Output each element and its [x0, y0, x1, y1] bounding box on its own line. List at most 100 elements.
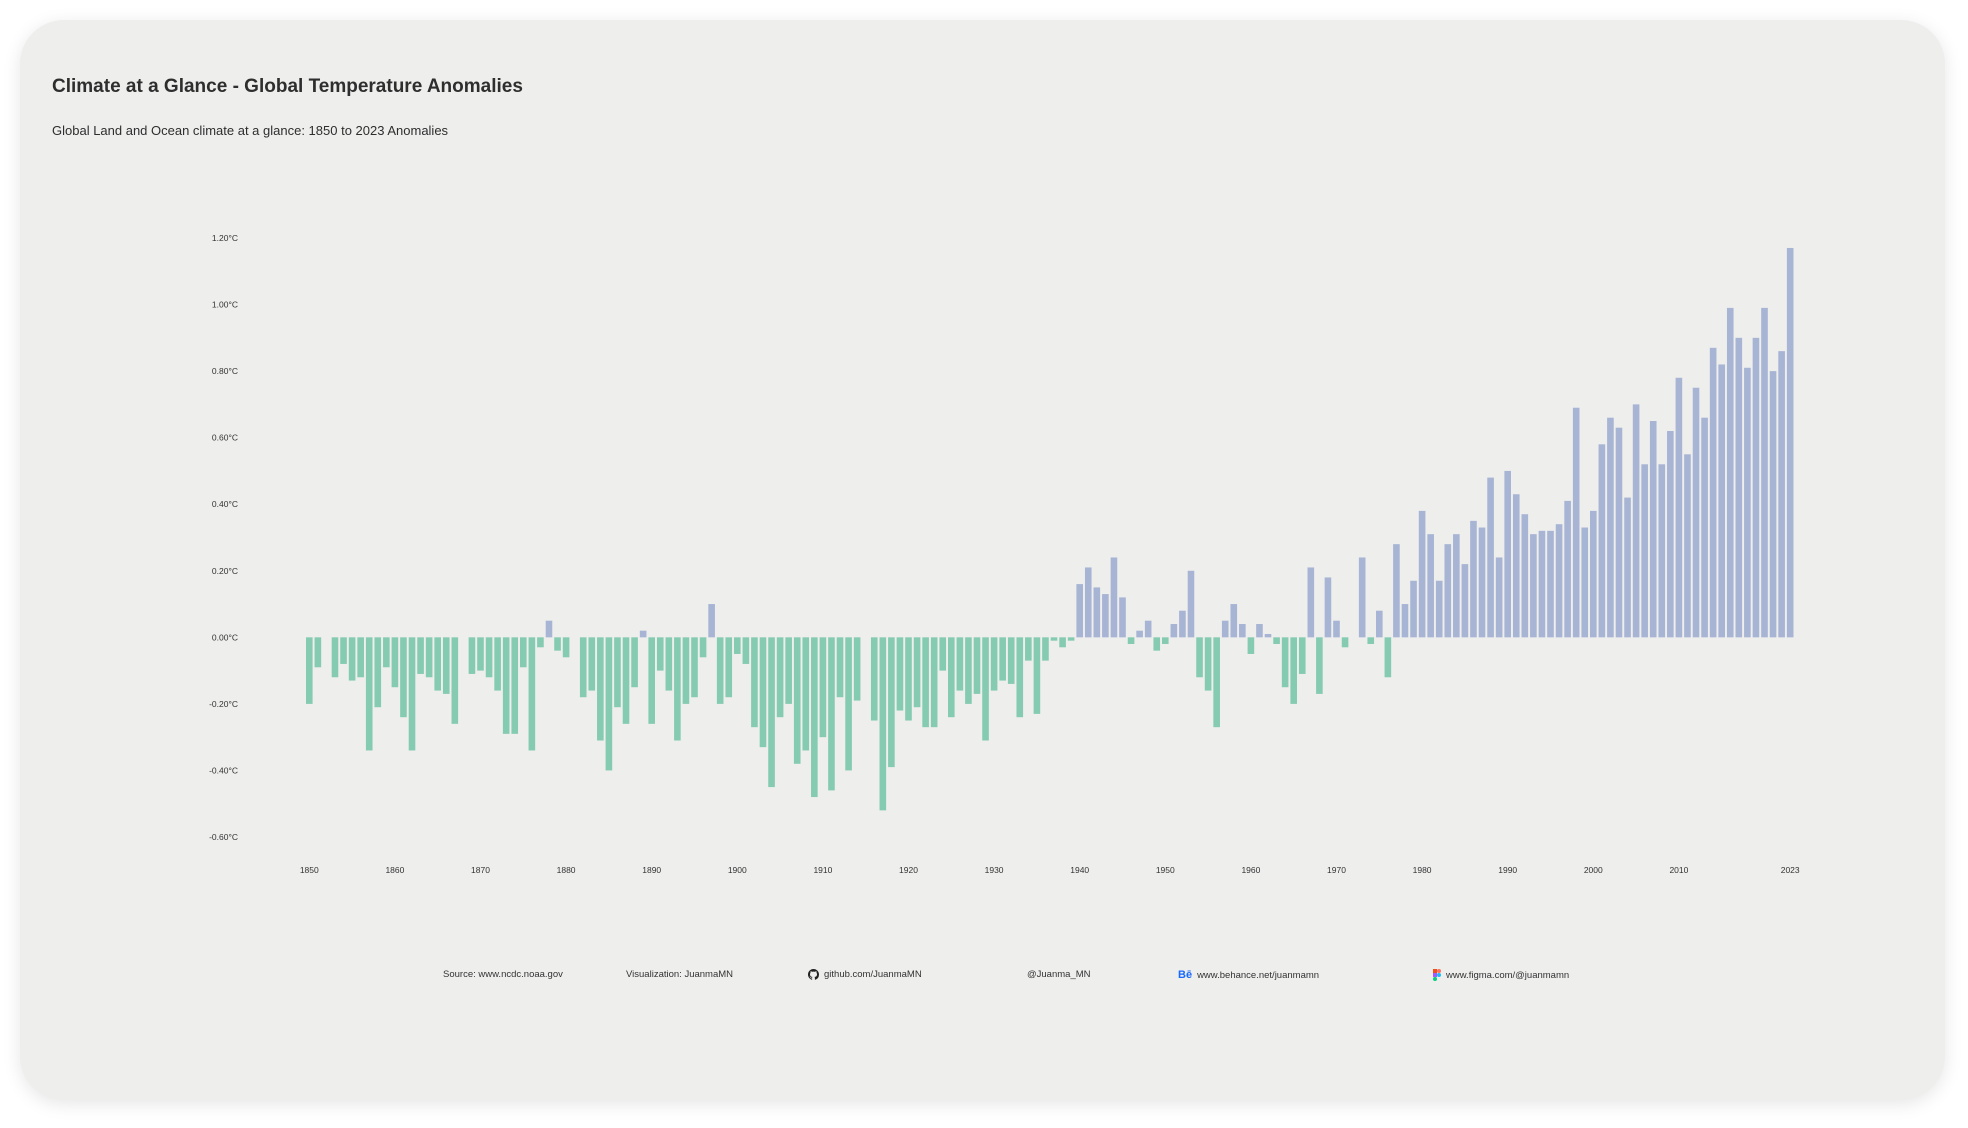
bar-1957 — [1221, 620, 1229, 638]
bar-1962 — [1264, 634, 1272, 638]
bar-1999 — [1581, 527, 1589, 638]
bar-1979 — [1410, 580, 1417, 638]
bar-1913 — [845, 637, 852, 771]
bar-1939 — [1067, 637, 1075, 641]
footer-github[interactable]: github.com/JuanmaMN — [808, 969, 922, 980]
bar-1985 — [1461, 564, 1469, 638]
bar-1929 — [982, 637, 989, 741]
twitter-link[interactable]: @Juanma_MN — [1027, 969, 1091, 980]
x-tick-label: 1970 — [1327, 865, 1346, 875]
y-tick-label: 0.80°C — [212, 366, 238, 376]
y-axis: 1.20°C 1.00°C 0.80°C 0.60°C 0.40°C 0.20°C 0.00… — [209, 233, 238, 842]
footer-twitter[interactable]: @Juanma_MN — [1027, 969, 1091, 980]
bar-1935 — [1033, 637, 1041, 714]
bar-1874 — [511, 637, 519, 734]
x-tick-label: 2000 — [1584, 865, 1603, 875]
figma-link[interactable]: www.figma.com/@juanmamn — [1446, 969, 1570, 981]
bar-1873 — [502, 637, 510, 734]
footer-figma[interactable]: www.figma.com/@juanmamn — [1433, 969, 1569, 981]
y-tick-label: 0.60°C — [212, 433, 238, 443]
bar-2005 — [1632, 404, 1640, 638]
bar-1901 — [742, 637, 750, 664]
bar-1997 — [1564, 500, 1571, 638]
bar-1904 — [768, 637, 775, 788]
bar-1864 — [425, 637, 433, 678]
bar-1967 — [1307, 567, 1315, 638]
bar-1941 — [1084, 567, 1092, 638]
bar-1936 — [1042, 637, 1049, 661]
bar-1958 — [1230, 604, 1238, 638]
chart-card — [20, 20, 1945, 1100]
x-tick-label: 1880 — [557, 865, 576, 875]
bar-1933 — [1016, 637, 1024, 718]
y-tick-label: -0.20°C — [209, 699, 238, 709]
bar-1894 — [682, 637, 690, 704]
x-tick-label: 1990 — [1498, 865, 1517, 875]
bar-1892 — [665, 637, 673, 691]
bar-1998 — [1572, 407, 1580, 638]
bar-1877 — [537, 637, 544, 648]
x-tick-label: 2010 — [1669, 865, 1688, 875]
bar-1906 — [785, 637, 792, 704]
bar-1938 — [1059, 637, 1066, 648]
bar-1916 — [870, 637, 878, 721]
bar-2020 — [1761, 307, 1768, 638]
bar-1903 — [759, 637, 767, 748]
bar-1922 — [922, 637, 929, 728]
bar-1940 — [1076, 584, 1083, 638]
bar-1896 — [699, 637, 707, 658]
bar-2011 — [1684, 454, 1691, 638]
bar-1975 — [1376, 610, 1383, 638]
bar-1988 — [1487, 477, 1494, 638]
x-tick-label: 1940 — [1070, 865, 1089, 875]
github-link[interactable]: github.com/JuanmaMN — [824, 969, 922, 980]
bar-1928 — [973, 637, 981, 694]
bar-1908 — [802, 637, 810, 751]
bar-2021 — [1769, 371, 1777, 638]
bar-1854 — [340, 637, 347, 664]
bar-2004 — [1624, 497, 1631, 638]
bar-1966 — [1298, 637, 1306, 674]
bar-2007 — [1649, 421, 1657, 638]
bar-1978 — [1401, 604, 1409, 638]
bar-1989 — [1495, 557, 1503, 638]
x-tick-label: 1850 — [300, 865, 319, 875]
bar-1865 — [434, 637, 441, 691]
bar-1875 — [520, 637, 527, 668]
page-subtitle: Global Land and Ocean climate at a glanc… — [52, 123, 449, 138]
bar-1859 — [383, 637, 390, 668]
bar-1987 — [1478, 527, 1486, 638]
bar-1953 — [1187, 570, 1195, 638]
bar-1994 — [1538, 530, 1546, 638]
x-tick-label: 1930 — [985, 865, 1004, 875]
bar-1947 — [1136, 630, 1143, 638]
bar-2016 — [1726, 307, 1734, 638]
bar-1925 — [948, 637, 955, 718]
bar-1973 — [1358, 557, 1366, 638]
x-tick-label: 1960 — [1241, 865, 1260, 875]
bar-1961 — [1256, 624, 1263, 638]
bar-1890 — [648, 637, 655, 724]
bars — [306, 247, 1794, 811]
bar-1879 — [554, 637, 561, 651]
bar-2017 — [1735, 337, 1743, 638]
bar-1952 — [1179, 610, 1186, 638]
bar-1918 — [888, 637, 895, 768]
bar-1863 — [417, 637, 424, 674]
bar-1943 — [1102, 594, 1109, 638]
bar-1909 — [811, 637, 818, 798]
footer-behance[interactable]: Bē www.behance.net/juanmamn — [1178, 969, 1319, 981]
bar-1876 — [528, 637, 536, 751]
figma-icon — [1433, 969, 1441, 981]
bar-2012 — [1692, 387, 1700, 638]
behance-link[interactable]: www.behance.net/juanmamn — [1197, 969, 1320, 981]
bar-1951 — [1170, 624, 1178, 638]
bar-1990 — [1504, 470, 1511, 638]
bar-1911 — [828, 637, 835, 791]
bar-1937 — [1050, 637, 1058, 641]
bar-2002 — [1607, 417, 1614, 638]
github-icon — [808, 969, 819, 980]
bar-1977 — [1393, 544, 1400, 638]
bar-1910 — [819, 637, 827, 738]
bar-1883 — [588, 637, 596, 691]
